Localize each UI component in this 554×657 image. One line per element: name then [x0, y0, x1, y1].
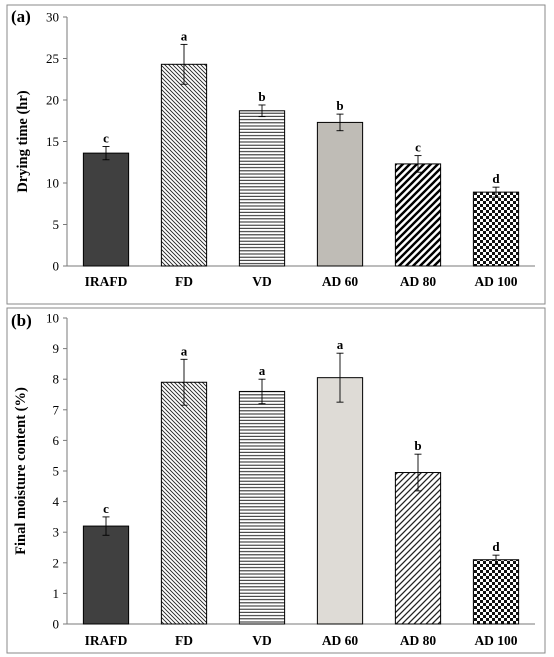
- x-tick-label: FD: [175, 633, 193, 648]
- x-tick-label: AD 80: [400, 633, 437, 648]
- bar-fd: [160, 63, 208, 267]
- significance-letter: b: [258, 89, 265, 104]
- x-tick-label: AD 60: [322, 633, 359, 648]
- y-tick-label: 5: [53, 217, 60, 232]
- y-tick-label: 7: [53, 402, 60, 417]
- bar-vd: [238, 390, 286, 625]
- y-tick-label: 30: [46, 10, 59, 25]
- significance-letter: a: [181, 343, 188, 358]
- x-tick-label: AD 60: [322, 274, 359, 289]
- significance-letter: a: [181, 28, 188, 43]
- significance-letter: d: [492, 171, 500, 186]
- panel-a-label: (a): [11, 7, 31, 26]
- x-tick-label: AD 100: [474, 274, 517, 289]
- bar-ad-80: [394, 472, 442, 625]
- y-tick-label: 4: [53, 494, 60, 509]
- y-tick-label: 20: [46, 93, 59, 108]
- y-axis-label: Drying time (hr): [15, 90, 31, 192]
- y-tick-label: 25: [46, 51, 59, 66]
- y-tick-label: 2: [53, 555, 60, 570]
- bar-fd: [160, 381, 208, 625]
- significance-letter: a: [337, 337, 344, 352]
- y-axis-label: Final moisture content (%): [13, 387, 29, 555]
- y-tick-label: 3: [53, 525, 60, 540]
- panel-b-label: (b): [11, 311, 32, 330]
- bar-vd: [238, 110, 286, 267]
- x-tick-label: AD 80: [400, 274, 437, 289]
- x-tick-label: AD 100: [474, 633, 517, 648]
- y-tick-label: 9: [53, 341, 60, 356]
- y-tick-label: 10: [46, 176, 59, 191]
- significance-letter: b: [336, 98, 343, 113]
- significance-letter: d: [492, 539, 500, 554]
- panel-b-plot: 0 1 2 3 4 5 6 7 8 9 10 Final moisture content (%) c I…: [13, 311, 535, 648]
- y-tick-label: 10: [46, 311, 59, 326]
- bar-ad-60: [316, 121, 364, 267]
- significance-letter: c: [103, 130, 109, 145]
- bar-ad-100: [472, 191, 520, 267]
- bar-irafd: [82, 525, 130, 625]
- significance-letter: c: [415, 140, 421, 155]
- x-tick-label: IRAFD: [85, 274, 128, 289]
- bar-ad-80: [394, 163, 442, 267]
- y-tick-label: 1: [53, 586, 60, 601]
- y-tick-label: 5: [53, 464, 60, 479]
- panel-b-frame: [6, 307, 546, 654]
- y-tick-label: 0: [53, 259, 60, 274]
- bar-ad-60: [316, 377, 364, 625]
- x-tick-label: IRAFD: [85, 633, 128, 648]
- panel-a-plot: 0 5 10 15 20 25 30 Drying time (hr) c IRAFD a FD b VD…: [15, 10, 535, 289]
- x-tick-label: FD: [175, 274, 193, 289]
- panel-a-frame: [6, 4, 546, 305]
- y-tick-label: 6: [53, 433, 60, 448]
- significance-letter: b: [414, 438, 421, 453]
- y-tick-label: 0: [53, 617, 60, 632]
- bar-irafd: [82, 152, 130, 267]
- bar-ad-100: [472, 559, 520, 625]
- significance-letter: a: [259, 363, 266, 378]
- x-tick-label: VD: [252, 633, 272, 648]
- y-tick-label: 8: [53, 372, 60, 387]
- y-tick-label: 15: [46, 134, 59, 149]
- significance-letter: c: [103, 501, 109, 516]
- x-tick-label: VD: [252, 274, 272, 289]
